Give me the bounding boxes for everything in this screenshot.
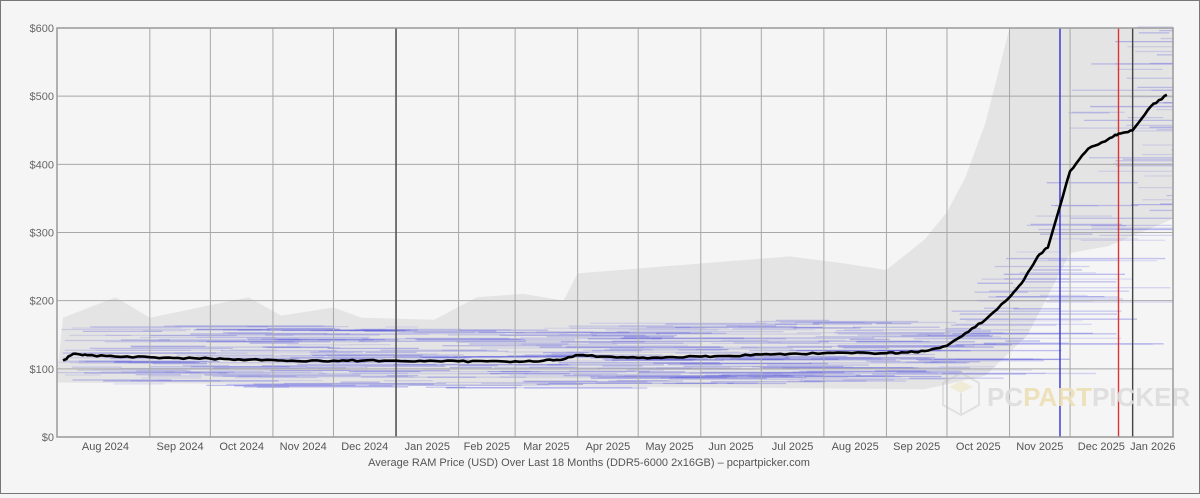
x-tick-label: Oct 2024: [219, 441, 264, 453]
x-tick-label: Mar 2025: [523, 441, 569, 453]
x-tick-label: Aug 2025: [832, 441, 879, 453]
x-tick-label: May 2025: [645, 441, 693, 453]
y-tick-label: $500: [30, 91, 54, 103]
x-tick-label: Feb 2025: [464, 441, 510, 453]
y-tick-label: $100: [30, 364, 54, 376]
watermark-part: PART: [1023, 382, 1092, 412]
average-price-line: [62, 93, 1168, 364]
x-tick-label: Dec 2025: [1078, 441, 1125, 453]
vertical-markers: [1059, 28, 1134, 437]
y-tick-label: $0: [42, 432, 54, 444]
plot-border: [56, 27, 1174, 438]
x-tick-label: Jul 2025: [772, 441, 814, 453]
x-tick-label: Sep 2025: [893, 441, 940, 453]
x-axis-ticks: Aug 2024 Sep 2024 Oct 2024 Nov 2024 Dec 2024…: [82, 441, 1176, 453]
watermark-pc: PC: [987, 382, 1023, 412]
box-logo-icon: [942, 371, 980, 417]
y-tick-label: $300: [30, 228, 54, 240]
x-tick-label: Nov 2024: [280, 441, 327, 453]
y-tick-label: $200: [30, 296, 54, 308]
x-tick-label: Nov 2025: [1016, 441, 1063, 453]
x-tick-label: Jan 2026: [1130, 441, 1175, 453]
x-tick-label: Apr 2025: [586, 441, 631, 453]
price-range-bands: [57, 26, 1173, 390]
pcpartpicker-watermark: PCPARTPICKER: [942, 371, 1190, 417]
x-tick-label: Aug 2024: [82, 441, 129, 453]
x-tick-label: Sep 2024: [157, 441, 204, 453]
y-tick-label: $600: [30, 23, 54, 35]
watermark-picker: PICKER: [1092, 382, 1190, 412]
y-axis-ticks: $0 $100 $200 $300 $400 $500 $600: [30, 23, 54, 444]
x-tick-label: Jun 2025: [708, 441, 753, 453]
x-tick-label: Oct 2025: [956, 441, 1001, 453]
y-tick-label: $400: [30, 159, 54, 171]
chart-caption: Average RAM Price (USD) Over Last 18 Mon…: [368, 457, 810, 469]
x-tick-label: Jan 2025: [405, 441, 450, 453]
svg-text:PCPARTPICKER: PCPARTPICKER: [987, 382, 1190, 412]
x-tick-label: Dec 2024: [341, 441, 388, 453]
